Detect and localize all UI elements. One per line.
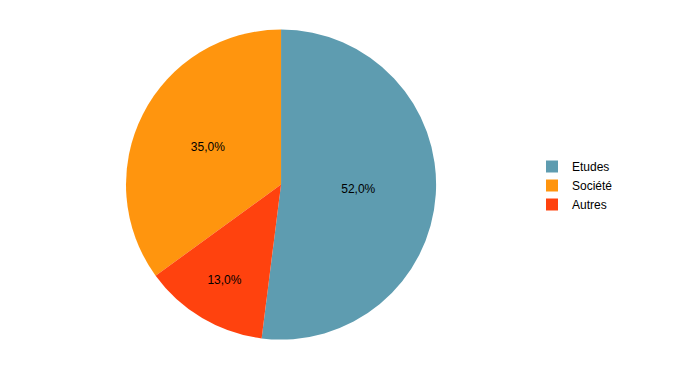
svg-text:Etudes: Etudes (572, 160, 609, 174)
svg-text:Société: Société (572, 179, 612, 193)
svg-text:52,0%: 52,0% (341, 182, 375, 196)
svg-text:35,0%: 35,0% (191, 140, 225, 154)
svg-text:13,0%: 13,0% (207, 273, 241, 287)
svg-text:Autres: Autres (572, 198, 607, 212)
